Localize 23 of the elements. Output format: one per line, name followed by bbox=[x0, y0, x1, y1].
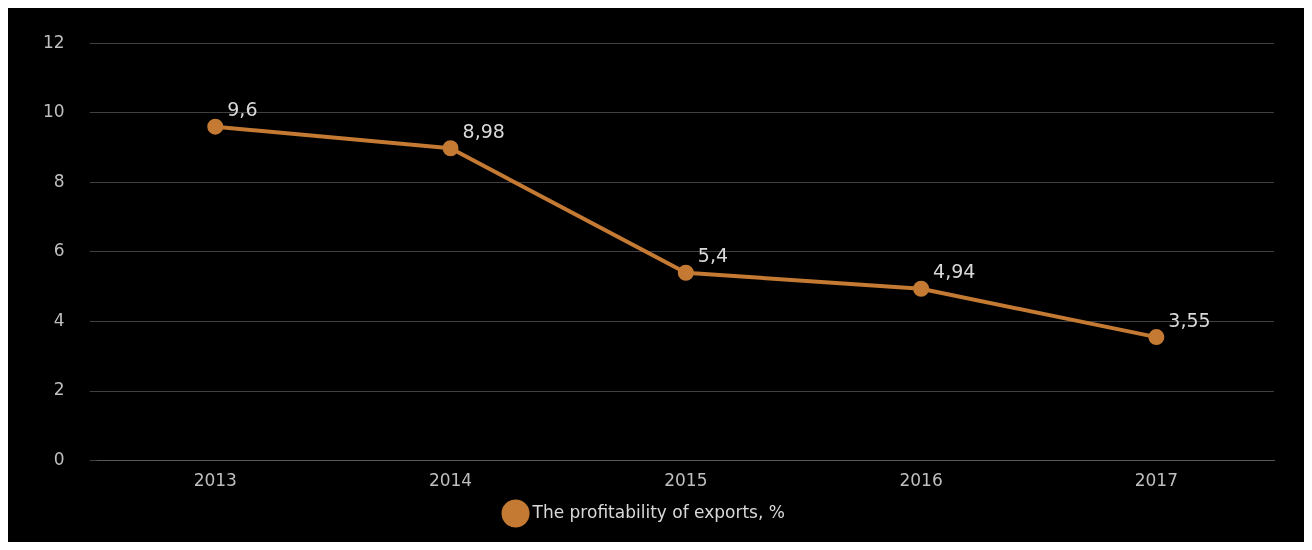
point bbox=[1148, 329, 1165, 346]
x-tick-label: 2017 bbox=[1134, 470, 1178, 491]
data-label: 3,55 bbox=[1168, 308, 1211, 331]
data-label: 9,6 bbox=[227, 98, 258, 121]
point bbox=[677, 264, 694, 281]
y-tick-label: 8 bbox=[53, 170, 65, 191]
data-label: 4,94 bbox=[933, 260, 976, 283]
y-tick-label: 6 bbox=[53, 240, 65, 261]
point bbox=[913, 280, 930, 297]
data-label: 8,98 bbox=[462, 119, 505, 142]
x-tick-label: 2014 bbox=[428, 470, 473, 491]
x-tick-label: 2016 bbox=[899, 470, 943, 491]
y-tick-label: 12 bbox=[42, 31, 65, 52]
legend-label: The profitability of exports, % bbox=[531, 501, 785, 522]
point bbox=[442, 140, 459, 157]
y-tick-label: 2 bbox=[53, 379, 65, 400]
x-tick-label: 2013 bbox=[193, 470, 237, 491]
point bbox=[207, 118, 224, 135]
x-tick-label: 2015 bbox=[664, 470, 708, 491]
y-tick-label: 4 bbox=[53, 309, 65, 330]
data-label: 5,4 bbox=[697, 244, 729, 267]
y-tick-label: 10 bbox=[42, 101, 65, 122]
y-tick-label: 0 bbox=[53, 449, 65, 470]
